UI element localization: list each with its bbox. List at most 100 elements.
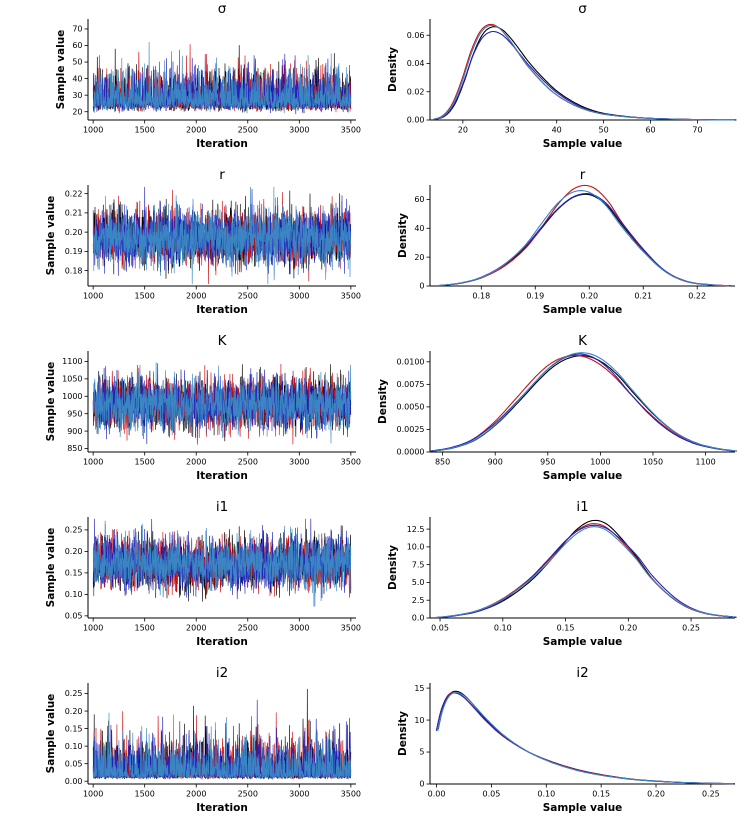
y-axis-label: Sample value xyxy=(45,196,57,276)
y-tick-label: 1100 xyxy=(62,357,82,366)
y-tick-label: 0.05 xyxy=(65,759,83,768)
x-tick-label: 60 xyxy=(645,126,655,135)
plot-title: K xyxy=(218,333,228,349)
x-axis-label: Iteration xyxy=(196,802,248,814)
plot-title: r xyxy=(580,167,586,183)
y-tick-label: 10 xyxy=(414,716,424,725)
trace-cell-r: r 1000 1500 2000 2500 3000 3500 0.18 0.19 0.20 0.2… xyxy=(0,166,372,332)
x-axis-label: Iteration xyxy=(196,636,248,648)
plot-title: i1 xyxy=(576,499,588,515)
x-tick-label: 0.19 xyxy=(526,292,544,301)
trace-chain-4 xyxy=(92,186,352,285)
y-tick-label: 50 xyxy=(72,58,82,67)
x-tick-label: 950 xyxy=(540,458,555,467)
y-axis-label: Density xyxy=(387,47,399,92)
trace-cell-K: K 1000 1500 2000 2500 3000 3500 850 900 950 1000 10… xyxy=(0,332,372,498)
x-tick-label: 0.20 xyxy=(619,624,637,633)
y-tick-label: 1000 xyxy=(62,392,82,401)
y-tick-label: 30 xyxy=(72,91,82,100)
y-tick-label: 0.10 xyxy=(65,742,83,751)
density-chain-4 xyxy=(437,692,734,785)
x-tick-label: 3500 xyxy=(341,624,361,633)
y-tick-label: 60 xyxy=(72,41,82,50)
x-tick-label: 2500 xyxy=(238,292,258,301)
y-tick-label: 5.0 xyxy=(412,578,425,587)
x-tick-label: 0.22 xyxy=(688,292,706,301)
x-axis-label: Sample value xyxy=(543,138,623,150)
density-cell-i2: i2 0.00 0.05 0.10 0.15 0.20 0.25 0 5 10 15 Sample v… xyxy=(372,664,745,830)
x-tick-label: 0.00 xyxy=(428,790,446,799)
x-tick-label: 40 xyxy=(552,126,562,135)
x-tick-label: 1500 xyxy=(135,790,155,799)
x-tick-label: 0.15 xyxy=(557,624,575,633)
trace-cell-σ: σ 1000 1500 2000 2500 3000 3500 20 30 40 50 60 70 Ite… xyxy=(0,0,372,166)
y-tick-label: 0.0075 xyxy=(397,380,425,389)
y-tick-label: 2.5 xyxy=(412,596,425,605)
x-tick-label: 3000 xyxy=(289,624,309,633)
density-chain-1 xyxy=(439,193,731,287)
y-tick-label: 5 xyxy=(419,748,424,757)
density-chain-3 xyxy=(430,353,734,452)
y-axis-label: Density xyxy=(397,213,409,258)
plot-title: K xyxy=(578,333,588,349)
y-axis-label: Sample value xyxy=(55,30,67,110)
x-tick-label: 2000 xyxy=(186,458,206,467)
trace-plot-σ: σ 1000 1500 2000 2500 3000 3500 20 30 40 50 60 70 Ite… xyxy=(55,1,361,150)
y-tick-label: 40 xyxy=(72,74,82,83)
y-tick-label: 0.10 xyxy=(65,590,83,599)
y-tick-label: 0.25 xyxy=(65,526,83,535)
y-tick-label: 0.20 xyxy=(65,547,83,556)
density-cell-K: K 850 900 950 1000 1050 1100 0.0000 0.0025 0.0050… xyxy=(372,332,745,498)
density-chain-4 xyxy=(437,190,730,287)
density-chain-1 xyxy=(435,26,737,121)
x-tick-label: 3000 xyxy=(289,790,309,799)
density-cell-i1: i1 0.05 0.10 0.15 0.20 0.25 0.0 2.5 5.0 7.5 10.0 12… xyxy=(372,498,745,664)
x-tick-label: 1050 xyxy=(643,458,663,467)
x-tick-label: 2000 xyxy=(186,292,206,301)
density-chain-2 xyxy=(439,184,732,287)
density-plot-i2: i2 0.00 0.05 0.10 0.15 0.20 0.25 0 5 10 15 Sample v… xyxy=(397,665,735,814)
y-tick-label: 0.20 xyxy=(65,228,83,237)
density-plot-σ: σ 20 30 40 50 60 70 0.00 0.02 0.04 0.06 Sample valu… xyxy=(387,1,737,150)
x-tick-label: 0.25 xyxy=(702,790,720,799)
y-tick-label: 850 xyxy=(67,444,82,453)
plot-title: r xyxy=(219,167,225,183)
x-tick-label: 900 xyxy=(488,458,503,467)
x-tick-label: 0.05 xyxy=(483,790,501,799)
y-tick-label: 0.19 xyxy=(65,247,83,256)
y-axis-label: Density xyxy=(387,545,399,590)
y-tick-label: 0.0025 xyxy=(397,425,425,434)
x-tick-label: 3500 xyxy=(341,126,361,135)
x-tick-label: 1000 xyxy=(83,292,103,301)
y-tick-label: 1050 xyxy=(62,375,82,384)
x-tick-label: 850 xyxy=(435,458,450,467)
x-tick-label: 2500 xyxy=(238,624,258,633)
y-tick-label: 0.06 xyxy=(407,31,425,40)
y-axis-label: Sample value xyxy=(45,362,57,442)
trace-chain-4 xyxy=(92,520,352,607)
y-tick-label: 0.21 xyxy=(65,209,83,218)
x-tick-label: 1000 xyxy=(83,624,103,633)
trace-chain-4 xyxy=(92,362,352,444)
y-tick-label: 0.0 xyxy=(412,614,425,623)
y-tick-label: 70 xyxy=(72,25,82,34)
x-tick-label: 1500 xyxy=(135,292,155,301)
x-tick-label: 30 xyxy=(505,126,515,135)
x-tick-label: 2000 xyxy=(186,790,206,799)
y-tick-label: 0.15 xyxy=(65,569,83,578)
y-tick-label: 0.0050 xyxy=(397,403,425,412)
y-tick-label: 0.00 xyxy=(65,777,83,786)
density-chain-2 xyxy=(432,523,735,619)
x-tick-label: 50 xyxy=(599,126,609,135)
x-tick-label: 0.15 xyxy=(592,790,610,799)
y-tick-label: 10.0 xyxy=(407,543,425,552)
y-tick-label: 0.02 xyxy=(407,87,425,96)
density-chain-2 xyxy=(433,23,734,121)
density-cell-σ: σ 20 30 40 50 60 70 0.00 0.02 0.04 0.06 Sample valu… xyxy=(372,0,745,166)
x-tick-label: 0.20 xyxy=(647,790,665,799)
plot-title: σ xyxy=(218,1,227,17)
x-tick-label: 0.20 xyxy=(580,292,598,301)
x-axis-label: Sample value xyxy=(543,636,623,648)
density-cell-r: r 0.18 0.19 0.20 0.21 0.22 0 20 40 60 Sample value… xyxy=(372,166,745,332)
y-tick-label: 0.25 xyxy=(65,689,83,698)
